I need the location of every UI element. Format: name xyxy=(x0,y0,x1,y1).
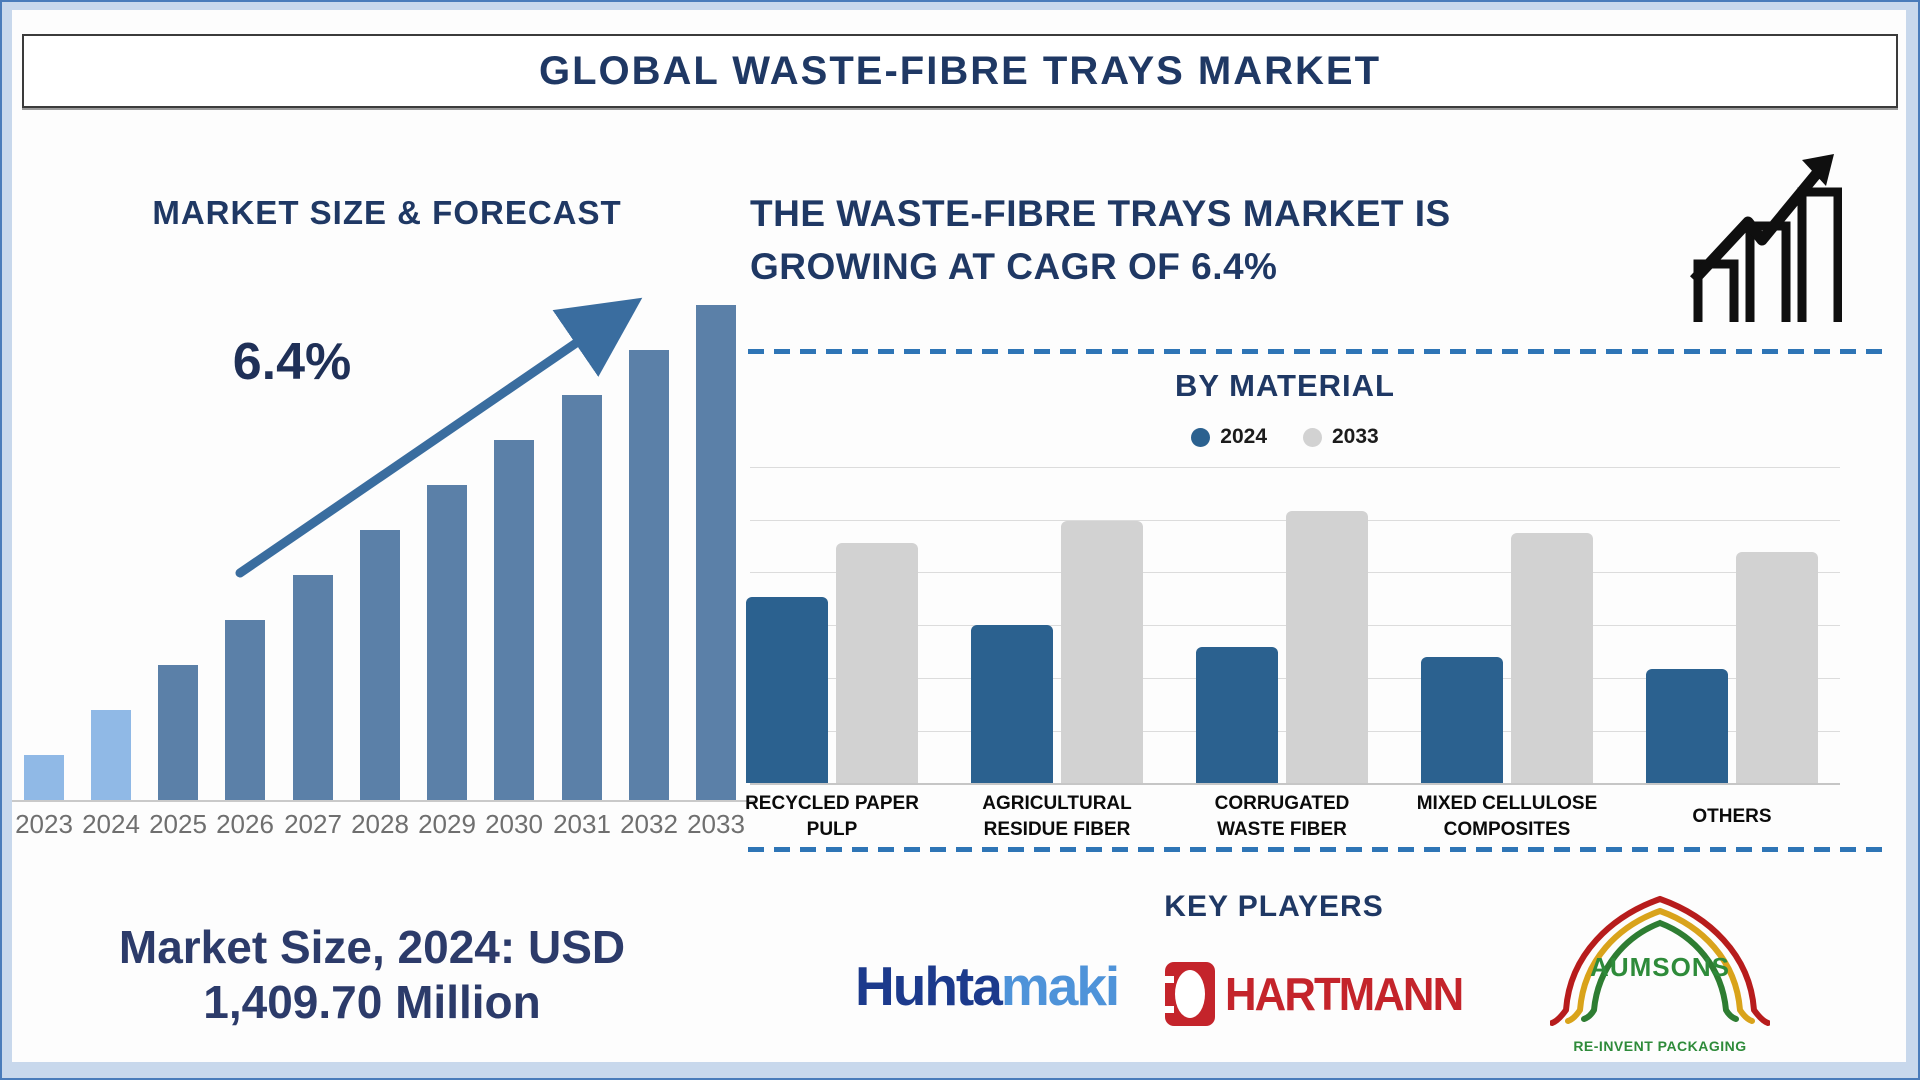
frame-band-bottom xyxy=(2,1062,1918,1078)
material-bar-2024 xyxy=(1196,647,1278,783)
forecast-year-label: 2030 xyxy=(485,809,543,839)
forecast-year-label: 2026 xyxy=(216,809,274,839)
x-axis-line xyxy=(750,783,1840,785)
by-material-chart: RECYCLED PAPER PULP AGRICULTURAL RESIDUE … xyxy=(745,467,1840,847)
x-axis-line xyxy=(12,800,757,802)
material-bar-2033 xyxy=(1061,521,1143,783)
forecast-year-label: 2024 xyxy=(82,809,140,839)
material-category-label: OTHERS xyxy=(1692,806,1772,828)
market-size-forecast-chart: 2023 2024 2025 2026 2027 2028 2029 2030 2031 2032… xyxy=(12,285,757,855)
material-category-label: MIXED CELLULOSE COMPOSITES xyxy=(1416,793,1598,840)
legend-label: 2024 xyxy=(1220,425,1267,448)
growth-chart-icon xyxy=(1690,154,1842,322)
aumsons-tagline: RE-INVENT PACKAGING xyxy=(1573,1038,1747,1054)
forecast-bar-2024 xyxy=(91,710,131,800)
aumsons-wordmark: AUMSONS xyxy=(1590,952,1730,982)
material-bar-2033 xyxy=(836,543,918,783)
hartmann-egg-icon xyxy=(1165,962,1215,1026)
forecast-bar-2029 xyxy=(427,485,467,800)
legend-label: 2033 xyxy=(1332,425,1379,448)
forecast-year-label: 2023 xyxy=(15,809,73,839)
dashed-divider-bottom xyxy=(748,847,1884,852)
page-title: GLOBAL WASTE-FIBRE TRAYS MARKET xyxy=(538,48,1382,93)
forecast-year-label: 2031 xyxy=(553,809,611,839)
material-bar-2033 xyxy=(1511,533,1593,783)
title-box: GLOBAL WASTE-FIBRE TRAYS MARKET xyxy=(22,34,1898,108)
forecast-year-label: 2025 xyxy=(149,809,207,839)
forecast-year-label: 2029 xyxy=(418,809,476,839)
dashed-divider-top xyxy=(748,349,1884,354)
forecast-year-label: 2028 xyxy=(351,809,409,839)
forecast-year-label: 2033 xyxy=(687,809,745,839)
forecast-bar-2031 xyxy=(562,395,602,800)
material-bar-2024 xyxy=(971,625,1053,783)
market-size-note: Market Size, 2024: USD 1,409.70 Million xyxy=(118,921,626,1029)
material-category-label: CORRUGATED WASTE FIBER xyxy=(1214,793,1350,840)
cagr-trend-arrow xyxy=(235,297,643,578)
legend-dot xyxy=(1191,427,1211,447)
gridline xyxy=(750,467,1840,468)
material-bar-2024 xyxy=(746,597,828,783)
huhtamaki-logo: Huhtamaki xyxy=(855,954,1120,1018)
material-bar-2024 xyxy=(1421,657,1503,783)
key-players-title: KEY PLAYERS xyxy=(1164,890,1384,923)
hartmann-logo: HARTMANN xyxy=(1165,962,1475,1026)
forecast-bar-2026 xyxy=(225,620,265,800)
forecast-bar-2028 xyxy=(360,530,400,800)
legend-dot xyxy=(1303,427,1322,447)
aumsons-arch-icon xyxy=(1549,895,1771,1026)
frame-band-right xyxy=(1906,2,1918,1078)
forecast-year-label: 2032 xyxy=(620,809,678,839)
forecast-bar-2033 xyxy=(696,305,736,800)
aumsons-logo: AUMSONS RE-INVENT PACKAGING xyxy=(1549,890,1771,1065)
huhtamaki-logo-part1: Huhta xyxy=(855,955,1003,1017)
cagr-headline: THE WASTE-FIBRE TRAYS MARKET IS GROWING … xyxy=(750,193,1451,287)
hartmann-wordmark: HARTMANN xyxy=(1225,968,1464,1020)
frame-band-left xyxy=(2,2,12,1078)
by-material-title: BY MATERIAL xyxy=(1175,368,1395,403)
forecast-bar-2030 xyxy=(494,440,534,800)
legend-item-2033: 2033 xyxy=(1303,425,1379,449)
material-bar-2024 xyxy=(1646,669,1728,783)
forecast-chart-title: MARKET SIZE & FORECAST xyxy=(152,194,622,231)
forecast-bar-2025 xyxy=(158,665,198,800)
forecast-bar-2032 xyxy=(629,350,669,800)
forecast-year-label: 2027 xyxy=(284,809,342,839)
forecast-bar-2027 xyxy=(293,575,333,800)
by-material-legend: 2024 2033 xyxy=(985,425,1585,449)
material-bar-2033 xyxy=(1286,511,1368,783)
material-category-label: AGRICULTURAL RESIDUE FIBER xyxy=(982,793,1132,840)
frame-band-top xyxy=(2,2,1918,10)
forecast-bar-2023 xyxy=(24,755,64,800)
legend-item-2024: 2024 xyxy=(1191,425,1267,449)
huhtamaki-logo-part2: maki xyxy=(1000,955,1120,1017)
material-bar-2033 xyxy=(1736,552,1818,783)
material-category-label: RECYCLED PAPER PULP xyxy=(745,793,919,840)
cagr-value-label: 6.4% xyxy=(232,333,352,391)
